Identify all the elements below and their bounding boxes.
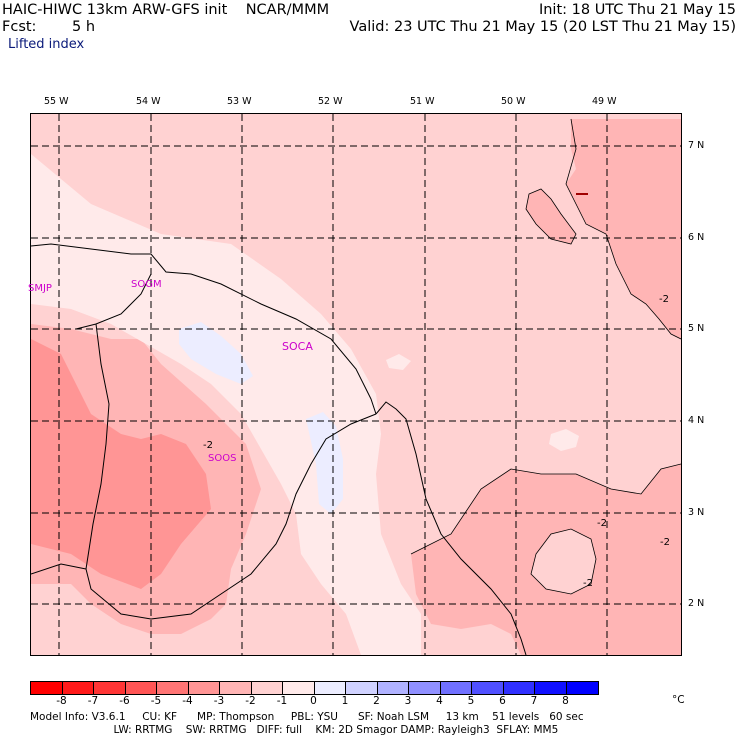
- contour-label-1: -2: [203, 440, 213, 451]
- model-info-line2: LW: RRTMG SW: RRTMG DIFF: full KM: 2D Sm…: [30, 724, 559, 736]
- colorbar-segment: [62, 682, 94, 694]
- west-dark-patch: [31, 339, 211, 589]
- contours: [410, 118, 681, 595]
- lon-label-52w: 52 W: [318, 96, 343, 107]
- colorbar-segment: [251, 682, 283, 694]
- station-soca: SOCA: [282, 340, 313, 353]
- lifted-index-map: [30, 113, 682, 656]
- graticule: [31, 114, 681, 655]
- colorbar-segment: [157, 682, 189, 694]
- colorbar-tick-label: -5: [150, 695, 162, 707]
- init-time: Init: 18 UTC Thu 21 May 15: [538, 2, 736, 18]
- station-soos: SOOS: [208, 453, 237, 464]
- colorbar-tick-label: 2: [373, 695, 380, 707]
- lon-label-49w: 49 W: [592, 96, 617, 107]
- small-light-blob-2: [549, 429, 579, 451]
- ne-patch: [526, 189, 576, 244]
- lon-label-53w: 53 W: [227, 96, 252, 107]
- colorbar-segment: [125, 682, 157, 694]
- lat-label-2n: 2 N: [688, 598, 705, 609]
- colorbar-segment: [409, 682, 441, 694]
- coastlines: [31, 243, 527, 655]
- lat-label-6n: 6 N: [688, 232, 705, 243]
- field-name: Lifted index: [8, 37, 85, 52]
- colorbar-unit: °C: [672, 694, 685, 706]
- colorbar-tick-label: 6: [499, 695, 506, 707]
- colorbar-segment: [94, 682, 126, 694]
- contour-label-2: -2: [659, 294, 669, 305]
- lat-label-5n: 5 N: [688, 323, 705, 334]
- colorbar-tick-label: 0: [310, 695, 317, 707]
- colorbar-segment: [188, 682, 220, 694]
- colorbar-tick-label: 5: [467, 695, 475, 707]
- lon-label-50w: 50 W: [501, 96, 526, 107]
- colorbar-tick-label: -4: [182, 695, 193, 707]
- colorbar: [30, 681, 599, 695]
- small-light-blob-1: [386, 354, 411, 370]
- station-smjp: SMJP: [28, 283, 52, 294]
- lat-label-3n: 3 N: [688, 507, 705, 518]
- colorbar-tick-label: -1: [276, 695, 288, 707]
- colorbar-tick-label: -8: [56, 695, 67, 707]
- valid-time: Valid: 23 UTC Thu 21 May 15 (20 LST Thu …: [349, 19, 736, 35]
- colorbar-segment: [377, 682, 409, 694]
- colorbar-tick-label: 8: [562, 695, 569, 707]
- station-sogm: SOGM: [131, 279, 162, 290]
- contour-label-4: -2: [660, 537, 670, 548]
- colorbar-tick-label: 1: [341, 695, 349, 707]
- colorbar-tick-label: -6: [119, 695, 130, 707]
- ne-shading: [566, 119, 681, 339]
- model-info-line1: Model Info: V3.6.1 CU: KF MP: Thompson P…: [30, 711, 584, 723]
- model-title: HAIC-HIWC 13km ARW-GFS init NCAR/MMM: [2, 2, 330, 18]
- lat-label-4n: 4 N: [688, 415, 705, 426]
- map-canvas: [31, 114, 681, 655]
- central-light-band: [31, 154, 421, 655]
- colorbar-segment: [472, 682, 504, 694]
- colorbar-tick-label: -2: [245, 695, 256, 707]
- colorbar-segment: [440, 682, 472, 694]
- contour-label-5: -2: [583, 578, 593, 589]
- colorbar-tick-label: 7: [530, 695, 538, 707]
- colorbar-segment: [283, 682, 315, 694]
- positive-patch-1: [179, 322, 253, 384]
- colorbar-segment: [535, 682, 567, 694]
- lon-label-54w: 54 W: [136, 96, 161, 107]
- colorbar-segment: [566, 682, 598, 694]
- lon-label-55w: 55 W: [44, 96, 69, 107]
- colorbar-tick-label: 4: [436, 695, 443, 707]
- positive-patch-2: [306, 412, 343, 514]
- colorbar-tick-label: -7: [87, 695, 99, 707]
- colorbar-segment: [314, 682, 346, 694]
- contour-label-3: -2: [597, 518, 607, 529]
- forecast-label: Fcst:: [2, 19, 37, 35]
- colorbar-segment: [503, 682, 535, 694]
- lat-label-7n: 7 N: [688, 140, 705, 151]
- colorbar-tick-label: 3: [404, 695, 412, 707]
- colorbar-segment: [220, 682, 252, 694]
- colorbar-tick-label: -3: [213, 695, 225, 707]
- forecast-hour: 5 h: [72, 19, 96, 35]
- se-light-patch: [531, 529, 596, 594]
- dark-marker: [576, 193, 588, 195]
- lon-label-51w: 51 W: [410, 96, 435, 107]
- colorbar-segment: [31, 682, 63, 694]
- colorbar-segment: [346, 682, 378, 694]
